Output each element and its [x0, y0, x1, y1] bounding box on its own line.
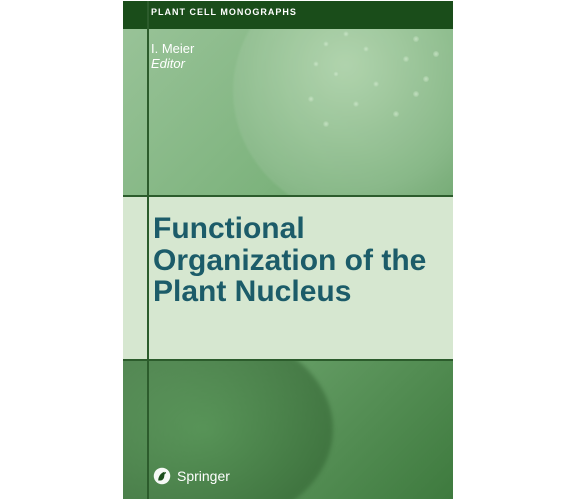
book-cover: PLANT CELL MONOGRAPHS I. Meier Editor Fu… — [123, 1, 453, 499]
title-line-1: Functional — [153, 213, 437, 245]
publisher-name: Springer — [177, 468, 230, 484]
title-line-2: Organization of the — [153, 245, 437, 277]
sem-texture — [213, 1, 453, 201]
editor-name: I. Meier — [151, 41, 194, 56]
byline: I. Meier Editor — [151, 41, 194, 71]
title-line-3: Plant Nucleus — [153, 276, 437, 308]
springer-horse-icon — [153, 467, 171, 485]
publisher: Springer — [153, 467, 230, 485]
series-bar: PLANT CELL MONOGRAPHS — [123, 1, 453, 29]
title-band: Functional Organization of the Plant Nuc… — [123, 195, 453, 361]
vertical-rule — [147, 1, 149, 499]
series-title: PLANT CELL MONOGRAPHS — [151, 7, 297, 17]
editor-role: Editor — [151, 56, 194, 71]
book-title: Functional Organization of the Plant Nuc… — [153, 213, 437, 308]
